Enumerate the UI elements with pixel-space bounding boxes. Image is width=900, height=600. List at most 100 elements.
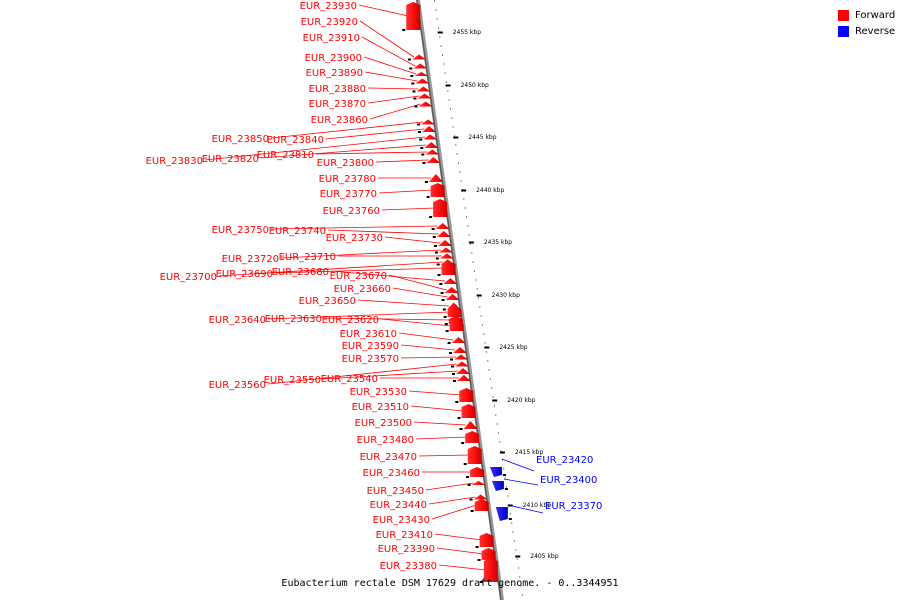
gene-label: EUR_23420	[536, 455, 593, 466]
leader-line	[270, 225, 438, 230]
leader-line	[428, 496, 476, 505]
leader-line	[381, 207, 436, 211]
scale-dot	[504, 477, 506, 479]
feature-marker	[443, 316, 447, 318]
feature-marker	[432, 236, 436, 238]
gene-label: EUR_23550	[264, 375, 321, 386]
gene-feature	[489, 467, 502, 477]
gene-feature	[447, 307, 462, 317]
scale-dot	[473, 270, 475, 272]
feature-marker	[477, 559, 481, 561]
scale-dot	[516, 558, 518, 560]
gene-feature	[479, 533, 494, 547]
gene-label: EUR_23860	[311, 115, 368, 126]
gene-feature	[461, 404, 476, 418]
feature-marker	[469, 498, 473, 501]
leader-line	[378, 189, 433, 194]
leader-line	[400, 344, 456, 351]
forward-swatch	[838, 10, 849, 21]
scale-dot	[443, 63, 445, 65]
leader-line	[388, 274, 447, 291]
gene-feature	[455, 368, 470, 374]
gene-feature	[467, 446, 482, 464]
leader-line	[415, 436, 468, 440]
feature-marker	[435, 251, 438, 254]
gene-label: EUR_23800	[317, 158, 374, 169]
scale-dot	[451, 117, 453, 119]
leader-line	[274, 267, 444, 274]
feature-marker	[504, 488, 508, 490]
gene-label: EUR_23740	[269, 226, 326, 237]
gene-feature	[449, 321, 464, 331]
leader-line	[358, 4, 409, 17]
scale-dot	[505, 486, 507, 488]
scale-tick-label: 2430 kbp	[492, 292, 520, 299]
scale-tick	[484, 346, 490, 349]
gene-label: EUR_23700	[160, 272, 217, 283]
feature-marker	[424, 181, 428, 183]
scale-dot	[441, 54, 443, 56]
gene-feature	[435, 223, 450, 229]
gene-feature	[491, 481, 504, 491]
leader-line	[357, 299, 449, 307]
gene-feature	[417, 93, 432, 99]
scale-dot	[511, 522, 513, 524]
feature-marker	[447, 342, 451, 344]
scale-dot	[456, 153, 458, 155]
map-caption: Eubacterium rectale DSM 17629 draft geno…	[281, 578, 619, 589]
scale-tick-label: 2445 kbp	[468, 134, 496, 141]
scale-dot	[499, 441, 501, 443]
scale-dot	[472, 261, 474, 263]
gene-label: EUR_23810	[257, 150, 314, 161]
leader-line	[367, 95, 420, 104]
gene-feature	[454, 361, 469, 367]
gene-feature	[495, 507, 508, 521]
scale-dot	[503, 468, 505, 470]
scale-dot	[484, 342, 486, 344]
feature-marker	[436, 263, 440, 266]
gene-feature	[451, 337, 466, 343]
scale-dot	[459, 171, 461, 173]
leader-line	[270, 121, 424, 139]
feature-marker	[441, 299, 445, 301]
gene-label: EUR_23670	[330, 271, 387, 282]
gene-feature	[473, 494, 488, 500]
scale-tick-label: 2420 kbp	[507, 397, 535, 404]
leader-line	[364, 71, 418, 82]
gene-feature	[418, 101, 433, 107]
feature-marker	[411, 82, 415, 85]
leader-lines	[204, 4, 544, 571]
feature-marker	[466, 476, 470, 478]
gene-label: EUR_23680	[272, 267, 329, 278]
scale-dot	[463, 198, 465, 200]
feature-marker	[419, 138, 423, 141]
feature-marker	[439, 283, 443, 285]
feature-marker	[426, 196, 430, 198]
scale-tick-label: 2455 kbp	[453, 29, 481, 36]
scale-dot	[439, 36, 441, 38]
gene-labels: EUR_23930 EUR_23920 EUR_23910 EUR_23900 EUR_…	[146, 1, 603, 572]
scale-dot	[483, 333, 485, 335]
leader-line	[325, 128, 425, 140]
gene-feature	[413, 63, 428, 69]
feature-marker	[467, 484, 471, 486]
scale-dot	[521, 594, 523, 596]
scale-dot	[476, 288, 478, 290]
leader-line	[315, 151, 428, 155]
gene-label: EUR_23430	[373, 515, 430, 526]
gene-feature	[423, 134, 438, 140]
leader-line	[267, 311, 450, 320]
gene-label: EUR_23650	[299, 296, 356, 307]
gene-label: EUR_23900	[305, 53, 362, 64]
gene-label: EUR_23510	[352, 402, 409, 413]
scale-dot	[493, 405, 495, 407]
scale-dot	[448, 99, 450, 101]
leader-line	[413, 421, 466, 426]
gene-feature	[474, 499, 489, 511]
scale-dot	[435, 9, 437, 11]
gene-feature	[439, 247, 453, 253]
gene-feature	[416, 86, 431, 92]
leader-line	[425, 482, 474, 491]
scale-dot	[460, 180, 462, 182]
leader-line	[359, 20, 415, 58]
